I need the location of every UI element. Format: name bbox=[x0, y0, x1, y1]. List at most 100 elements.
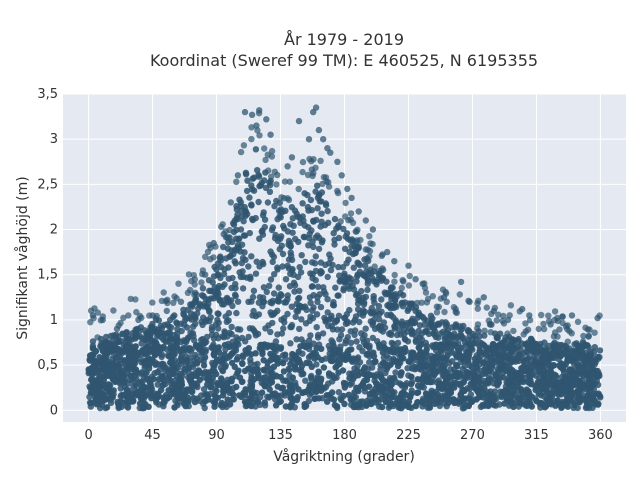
data-point bbox=[278, 316, 285, 323]
data-point bbox=[520, 357, 528, 364]
data-point bbox=[242, 386, 249, 393]
data-point bbox=[122, 361, 129, 368]
data-point bbox=[367, 240, 374, 247]
data-point bbox=[272, 338, 280, 345]
data-point bbox=[254, 398, 262, 405]
data-point bbox=[334, 158, 341, 165]
data-point bbox=[248, 124, 255, 131]
data-point bbox=[98, 358, 105, 366]
data-point bbox=[211, 289, 218, 296]
data-point bbox=[484, 401, 491, 408]
data-point bbox=[210, 239, 217, 247]
data-point bbox=[341, 245, 349, 252]
data-point bbox=[263, 378, 270, 385]
data-point bbox=[271, 390, 279, 397]
data-point bbox=[310, 243, 317, 251]
data-point bbox=[269, 258, 276, 266]
data-point bbox=[270, 290, 278, 297]
data-point bbox=[215, 381, 222, 389]
x-tick-label: 315 bbox=[524, 428, 549, 443]
data-point bbox=[270, 253, 278, 261]
data-point bbox=[253, 258, 260, 265]
data-point bbox=[228, 343, 235, 350]
data-point bbox=[210, 295, 217, 302]
data-point bbox=[237, 248, 244, 255]
data-point bbox=[216, 297, 223, 304]
data-point bbox=[219, 333, 226, 340]
data-point bbox=[273, 181, 280, 188]
data-point bbox=[287, 340, 294, 347]
data-point bbox=[564, 338, 571, 345]
data-point bbox=[562, 323, 570, 330]
data-point bbox=[422, 348, 430, 355]
x-axis-ticks: 0 45 90 135 180 225 270 315 360 bbox=[84, 428, 612, 443]
data-point bbox=[400, 397, 407, 404]
data-point bbox=[570, 351, 577, 359]
data-point bbox=[320, 136, 327, 143]
data-point bbox=[211, 400, 218, 407]
data-point bbox=[163, 307, 170, 315]
data-point bbox=[359, 307, 367, 314]
data-point bbox=[366, 359, 373, 366]
data-point bbox=[260, 357, 267, 364]
data-point bbox=[332, 284, 339, 291]
data-point bbox=[151, 342, 158, 349]
data-point bbox=[366, 253, 373, 260]
data-point bbox=[231, 291, 239, 298]
data-point bbox=[562, 375, 569, 383]
data-point bbox=[104, 364, 111, 371]
data-point bbox=[508, 398, 515, 406]
data-point bbox=[375, 302, 383, 310]
data-point bbox=[591, 329, 598, 336]
data-point bbox=[489, 362, 496, 369]
data-point bbox=[240, 142, 248, 149]
data-point bbox=[341, 270, 348, 277]
data-point bbox=[444, 388, 451, 395]
data-point bbox=[394, 363, 402, 370]
data-point bbox=[267, 248, 274, 255]
data-point bbox=[233, 334, 240, 341]
data-point bbox=[147, 331, 154, 339]
data-point bbox=[89, 312, 97, 319]
data-point bbox=[491, 396, 498, 403]
data-point bbox=[344, 319, 351, 327]
data-point bbox=[266, 282, 273, 289]
data-point bbox=[575, 365, 582, 372]
data-point bbox=[540, 325, 548, 333]
data-point bbox=[309, 172, 316, 180]
data-point bbox=[580, 332, 587, 340]
data-point bbox=[399, 355, 406, 362]
data-point bbox=[120, 378, 127, 386]
data-point bbox=[340, 392, 347, 400]
data-point bbox=[563, 351, 570, 358]
data-point bbox=[310, 292, 317, 299]
data-point bbox=[510, 327, 517, 335]
data-point bbox=[122, 343, 129, 350]
data-point bbox=[144, 384, 151, 391]
data-point bbox=[308, 166, 315, 173]
data-point bbox=[376, 310, 383, 318]
data-point bbox=[495, 379, 502, 387]
data-point bbox=[406, 403, 413, 411]
data-point bbox=[152, 351, 159, 359]
data-point bbox=[484, 377, 492, 384]
data-point bbox=[387, 382, 394, 389]
data-point bbox=[120, 348, 128, 355]
data-point bbox=[422, 289, 430, 296]
data-point bbox=[233, 356, 241, 363]
data-point bbox=[495, 311, 502, 318]
data-point bbox=[504, 330, 511, 337]
data-point bbox=[515, 337, 522, 345]
data-point bbox=[437, 358, 444, 366]
data-point bbox=[564, 403, 571, 410]
data-point bbox=[568, 330, 575, 337]
data-point bbox=[421, 328, 429, 335]
data-point bbox=[448, 349, 455, 356]
data-point bbox=[340, 287, 347, 294]
data-point bbox=[160, 289, 167, 296]
data-point bbox=[277, 345, 284, 352]
data-point bbox=[596, 353, 603, 361]
data-point bbox=[466, 298, 473, 305]
data-point bbox=[500, 312, 507, 320]
